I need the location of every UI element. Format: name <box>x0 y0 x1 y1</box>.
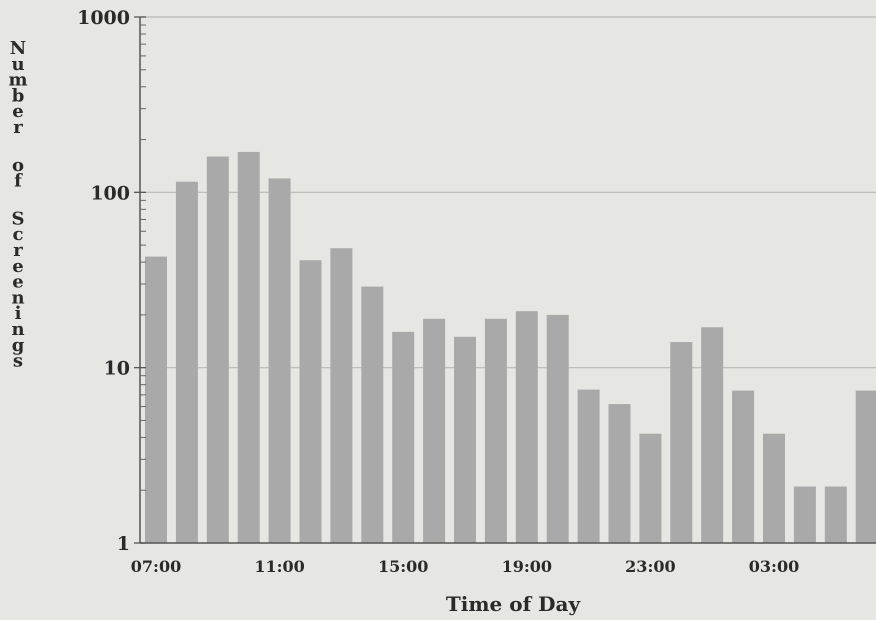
y-axis-title-char: N <box>10 38 26 59</box>
bar-16:00 <box>423 318 446 543</box>
x-tick-label: 19:00 <box>502 557 552 576</box>
y-axis-title-char: e <box>12 272 23 293</box>
bar-22:00 <box>608 404 631 543</box>
bar-00:00 <box>670 342 693 543</box>
bar-01:00 <box>701 327 724 543</box>
y-axis-title-char: n <box>11 287 24 308</box>
y-tick-label: 100 <box>90 182 130 204</box>
y-axis-title-char: s <box>13 351 23 372</box>
bar-15:00 <box>392 331 415 543</box>
grid-lines <box>140 16 876 369</box>
y-axis-title-char: f <box>14 171 23 192</box>
bar-23:00 <box>639 433 662 543</box>
y-axis-title-char: r <box>13 117 23 138</box>
bar-10:00 <box>237 151 260 543</box>
bar-06:00 <box>855 390 876 543</box>
y-axis-title-char: m <box>8 70 27 91</box>
bar-08:00 <box>175 181 198 543</box>
y-axis-title-char: o <box>12 155 24 176</box>
bar-19:00 <box>515 311 538 543</box>
y-axis-title-char: S <box>12 208 25 229</box>
x-tick-label: 15:00 <box>378 557 428 576</box>
bar-03:00 <box>763 433 785 543</box>
y-axis-title-char: e <box>12 256 23 277</box>
y-tick-label: 1000 <box>77 7 130 29</box>
y-axis-title-char: c <box>13 224 24 245</box>
bar-13:00 <box>330 248 353 544</box>
x-tick-label: 23:00 <box>625 557 675 576</box>
bar-21:00 <box>577 389 600 543</box>
bar-02:00 <box>732 390 755 543</box>
y-tick-label: 10 <box>104 358 130 380</box>
bar-14:00 <box>361 286 384 543</box>
axes <box>134 16 876 544</box>
bar-07:00 <box>145 256 167 543</box>
y-axis-title-char: u <box>11 54 24 75</box>
y-tick-labels: 1 10 100 1000 <box>77 7 130 555</box>
x-tick-label: 03:00 <box>749 557 799 576</box>
y-tick-label: 1 <box>117 533 130 555</box>
y-axis-title-char: e <box>12 101 23 122</box>
x-tick-label: 11:00 <box>254 557 304 576</box>
x-tick-labels: 07:00 11:00 15:00 19:00 23:00 03:00 <box>131 557 799 576</box>
y-axis-title-char: n <box>11 319 24 340</box>
bar-17:00 <box>454 336 476 543</box>
y-axis-title-char: g <box>12 335 25 356</box>
bar-12:00 <box>299 260 322 543</box>
bar-09:00 <box>206 156 229 543</box>
y-axis-title-char: i <box>15 303 22 324</box>
x-tick-label: 07:00 <box>131 557 181 576</box>
x-axis-title: Time of Day <box>446 592 582 616</box>
bar-04:00 <box>793 486 816 543</box>
bar-11:00 <box>268 178 291 543</box>
bar-18:00 <box>484 318 507 543</box>
y-axis-title-char: r <box>13 240 23 261</box>
bar-20:00 <box>546 314 569 543</box>
bars <box>145 151 876 544</box>
y-axis-title-char: b <box>12 85 25 106</box>
bar-05:00 <box>824 486 847 543</box>
